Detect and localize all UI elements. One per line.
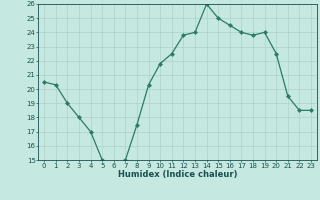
X-axis label: Humidex (Indice chaleur): Humidex (Indice chaleur) [118,170,237,179]
